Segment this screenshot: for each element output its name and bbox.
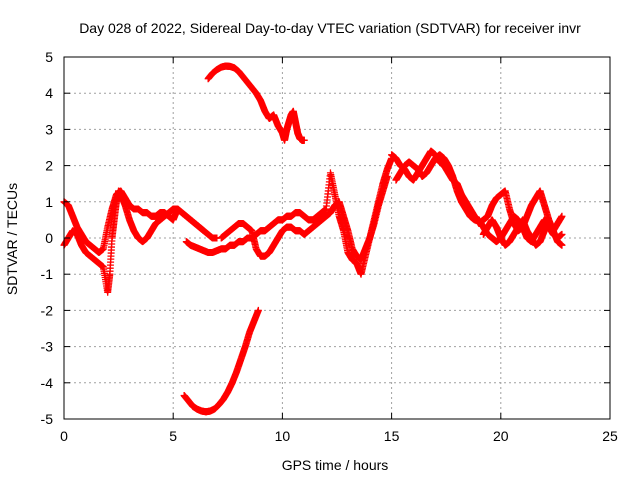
y-tick-label: -2 (41, 302, 54, 318)
series-track-i (479, 216, 566, 249)
chart-title: Day 028 of 2022, Sidereal Day-to-day VTE… (79, 20, 581, 36)
series-track-d (217, 154, 396, 264)
y-tick-label: 5 (45, 49, 53, 65)
x-tick-label: 15 (384, 428, 400, 444)
y-tick-label: -5 (41, 411, 54, 427)
y-tick-label: -4 (41, 375, 54, 391)
x-tick-label: 25 (602, 428, 618, 444)
y-axis-label: SDTVAR / TECUs (4, 183, 20, 295)
series-track-e (204, 62, 308, 144)
x-axis-label: GPS time / hours (282, 457, 389, 473)
y-tick-label: 2 (45, 158, 53, 174)
data-points (60, 62, 566, 416)
x-tick-label: 5 (169, 428, 177, 444)
data-point (300, 136, 308, 144)
data-point (558, 230, 566, 238)
y-tick-label: 1 (45, 194, 53, 210)
series-track-f (180, 306, 262, 416)
y-tick-label: 4 (45, 85, 53, 101)
series-track-b (60, 187, 208, 256)
x-tick-label: 0 (60, 428, 68, 444)
axis-ticks: 0 5 10 15 20 25 -5 -4 -3 -2 -1 0 1 2 3 4 5 (41, 49, 618, 444)
y-tick-label: -3 (41, 339, 54, 355)
data-point (254, 306, 262, 314)
x-tick-label: 10 (275, 428, 291, 444)
grid-lines (64, 57, 610, 419)
y-tick-label: 0 (45, 230, 53, 246)
y-tick-label: -1 (41, 266, 54, 282)
data-point (200, 227, 208, 235)
data-point (558, 241, 566, 249)
y-tick-label: 3 (45, 121, 53, 137)
x-tick-label: 20 (493, 428, 509, 444)
data-point (558, 212, 566, 220)
